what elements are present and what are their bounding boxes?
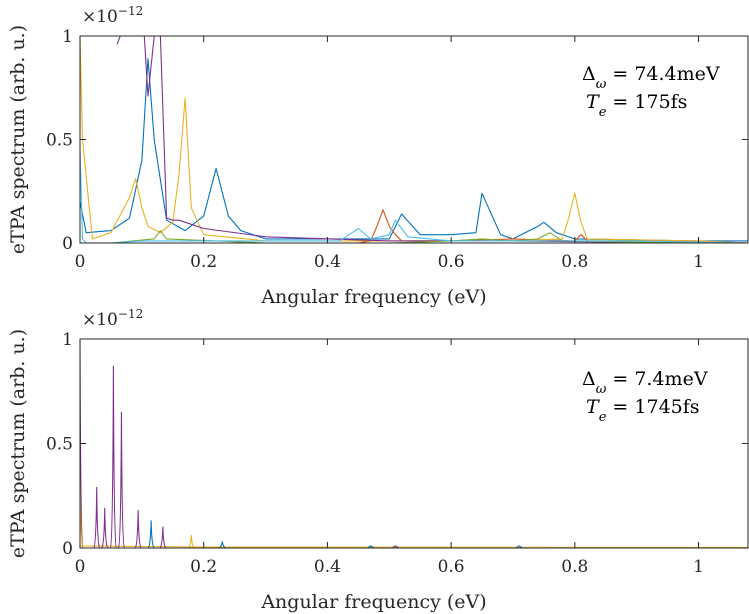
bottom-y-tick-label-2: 0.5 (46, 435, 73, 455)
bottom-x-tick-label-5: 0.8 (561, 557, 588, 577)
top-x-tick-label-2: 0.2 (190, 252, 217, 272)
bottom-spike-10 (187, 534, 195, 548)
bottom-spike-13 (392, 545, 399, 548)
bottom-panel: 0 0.2 0.4 0.6 0.8 1 0 0.5 1 ×10−12 Angular frequ… (7, 307, 749, 613)
top-ticks-layer: 0 0.2 0.4 0.6 0.8 1 0 0.5 1 (46, 27, 748, 272)
top-series-line-2 (80, 209, 748, 243)
bottom-te-annotation: Te = 1745fs (586, 396, 700, 425)
top-delta-annotation: Δω = 74.4meV (582, 63, 720, 92)
bottom-spike-14 (515, 545, 523, 548)
bottom-x-tick-label-1: 0 (75, 557, 86, 577)
bottom-delta-annotation: Δω = 7.4meV (582, 368, 708, 397)
bottom-spike-4 (101, 507, 109, 548)
top-y-exponent: ×10−12 (82, 4, 143, 27)
top-y-tick-label-3: 1 (62, 27, 73, 47)
bottom-y-tick-label-3: 1 (62, 330, 73, 350)
top-te-annotation: Te = 175fs (586, 91, 687, 120)
bottom-ticks-layer: 0 0.2 0.4 0.6 0.8 1 0 0.5 1 (46, 330, 748, 577)
top-x-tick-label-6: 1 (693, 252, 704, 272)
bottom-x-axis-label: Angular frequency (eV) (260, 591, 486, 613)
top-y-tick-label-1: 0 (62, 234, 73, 254)
bottom-x-tick-label-3: 0.4 (314, 557, 341, 577)
bottom-x-tick-label-4: 0.6 (438, 557, 465, 577)
bottom-series-line-1 (80, 545, 748, 548)
bottom-spike-5 (109, 365, 117, 548)
bottom-spike-6 (117, 411, 125, 548)
top-y-tick-label-2: 0.5 (46, 131, 73, 151)
bottom-x-tick-label-6: 1 (693, 557, 704, 577)
top-panel: 0 0.2 0.4 0.6 0.8 1 0 0.5 1 ×10−12 Angular frequ… (7, 4, 749, 308)
top-series-line-6 (80, 149, 748, 243)
bottom-spike-7 (134, 509, 142, 548)
top-x-tick-label-1: 0 (75, 252, 86, 272)
bottom-y-axis-label: eTPA spectrum (arb. u.) (7, 329, 29, 558)
bottom-x-tick-label-2: 0.2 (190, 557, 217, 577)
top-x-tick-label-5: 0.8 (561, 252, 588, 272)
bottom-y-exponent: ×10−12 (82, 307, 143, 330)
bottom-spike-12 (367, 545, 375, 548)
bottom-spike-1 (80, 339, 84, 548)
bottom-spike-3 (93, 486, 101, 548)
top-series-line-4 (116, 36, 748, 243)
bottom-series-layer (80, 339, 748, 548)
bottom-spike-2 (80, 474, 84, 548)
bottom-y-tick-label-1: 0 (62, 539, 73, 559)
bottom-spike-8 (147, 520, 155, 548)
top-series-line-1 (80, 58, 748, 242)
top-x-tick-label-3: 0.4 (314, 252, 341, 272)
bottom-spike-11 (218, 541, 226, 548)
top-y-axis-label: eTPA spectrum (arb. u.) (7, 25, 29, 254)
bottom-spike-9 (159, 526, 167, 548)
top-x-axis-label: Angular frequency (eV) (260, 286, 486, 308)
top-x-tick-label-4: 0.6 (438, 252, 465, 272)
top-series-line-3 (80, 36, 748, 243)
